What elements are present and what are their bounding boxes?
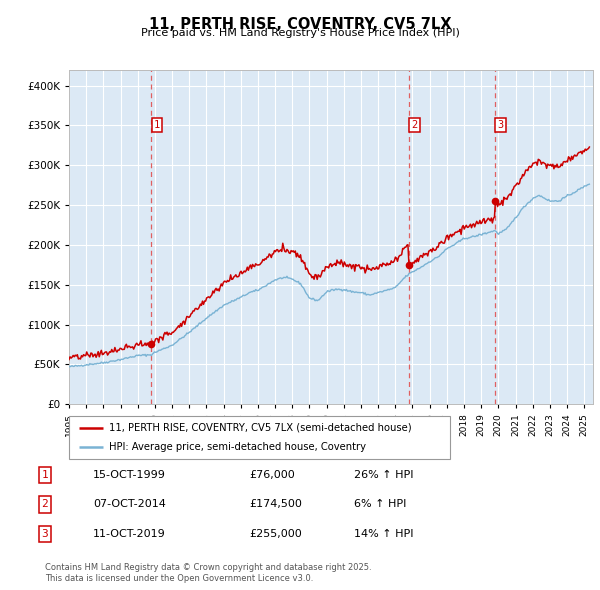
Text: 26% ↑ HPI: 26% ↑ HPI [354, 470, 413, 480]
Text: £255,000: £255,000 [249, 529, 302, 539]
FancyBboxPatch shape [69, 416, 450, 459]
Text: 1: 1 [41, 470, 49, 480]
Text: 6% ↑ HPI: 6% ↑ HPI [354, 500, 406, 509]
Text: 1: 1 [154, 120, 160, 130]
Text: 07-OCT-2014: 07-OCT-2014 [93, 500, 166, 509]
Text: 11, PERTH RISE, COVENTRY, CV5 7LX (semi-detached house): 11, PERTH RISE, COVENTRY, CV5 7LX (semi-… [109, 422, 412, 432]
Text: HPI: Average price, semi-detached house, Coventry: HPI: Average price, semi-detached house,… [109, 442, 366, 453]
Text: 14% ↑ HPI: 14% ↑ HPI [354, 529, 413, 539]
Text: 3: 3 [497, 120, 503, 130]
Text: £76,000: £76,000 [249, 470, 295, 480]
Text: 3: 3 [41, 529, 49, 539]
Text: 2: 2 [411, 120, 418, 130]
Text: £174,500: £174,500 [249, 500, 302, 509]
Text: This data is licensed under the Open Government Licence v3.0.: This data is licensed under the Open Gov… [45, 574, 313, 583]
Text: 11-OCT-2019: 11-OCT-2019 [93, 529, 166, 539]
Text: 2: 2 [41, 500, 49, 509]
Text: Price paid vs. HM Land Registry's House Price Index (HPI): Price paid vs. HM Land Registry's House … [140, 28, 460, 38]
Text: Contains HM Land Registry data © Crown copyright and database right 2025.: Contains HM Land Registry data © Crown c… [45, 563, 371, 572]
Text: 15-OCT-1999: 15-OCT-1999 [93, 470, 166, 480]
Text: 11, PERTH RISE, COVENTRY, CV5 7LX: 11, PERTH RISE, COVENTRY, CV5 7LX [149, 17, 451, 31]
